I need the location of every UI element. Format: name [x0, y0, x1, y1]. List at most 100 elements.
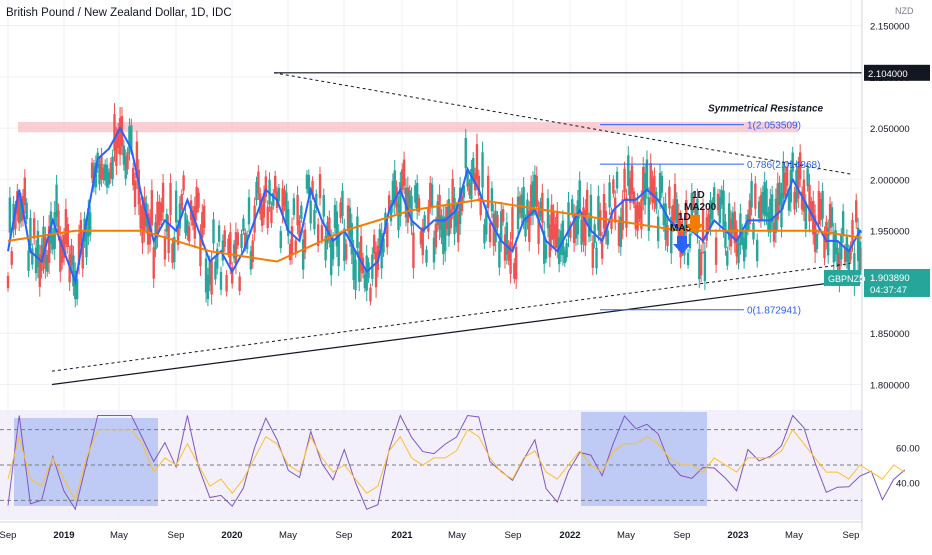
fib-level-label: 1(2.053509) [747, 121, 801, 132]
candle-body [221, 240, 225, 261]
resistance-zone [18, 122, 798, 133]
candle-body [643, 172, 647, 205]
candle-body [391, 180, 395, 206]
candle-body [307, 175, 311, 195]
candle-body [529, 184, 533, 216]
candle-body [171, 243, 174, 263]
candle-body [580, 219, 583, 245]
candle-body [483, 224, 486, 244]
candle-body [475, 144, 479, 180]
candle-body [425, 249, 428, 263]
candle-body [107, 172, 111, 185]
candle-body [102, 167, 105, 180]
resistance-price-text: 2.104000 [868, 69, 908, 80]
candle-body [778, 182, 781, 206]
candle-body [415, 182, 419, 212]
candle-body [204, 258, 208, 293]
candle-body [464, 137, 467, 169]
candle-body [765, 188, 768, 217]
candle-body [490, 188, 494, 212]
candle-body [574, 213, 578, 239]
symbol-tag [824, 269, 860, 286]
candle-body [100, 154, 103, 180]
candle-body [290, 226, 294, 256]
candle-body [283, 190, 286, 207]
candle-body [139, 204, 142, 229]
candle-body [363, 274, 367, 289]
candle-body [533, 174, 537, 207]
candle-body [720, 189, 723, 205]
y-tick-label: 2.150000 [870, 22, 910, 33]
candle-body [438, 194, 441, 230]
candle-body [460, 196, 464, 212]
candle-body [843, 248, 847, 263]
candle-body [374, 251, 378, 288]
candle-body [94, 162, 98, 188]
candle-body [242, 218, 245, 232]
candle-body [481, 152, 484, 188]
candle-body [655, 192, 658, 209]
candle-body [77, 233, 81, 265]
candle-body [126, 152, 129, 170]
candle-body [266, 206, 269, 229]
candle-body [216, 248, 219, 269]
candle-body [522, 186, 525, 220]
candle-body [335, 211, 339, 247]
candle-body [412, 232, 415, 269]
candle-body [244, 232, 247, 248]
candle-body [537, 210, 540, 245]
candle-body [402, 159, 406, 186]
candle-body [23, 177, 27, 206]
candle-body [642, 166, 645, 201]
candle-body [759, 195, 763, 221]
candle-body [806, 168, 809, 187]
candle-body [333, 204, 337, 229]
candle-body [389, 204, 393, 222]
candle-body [201, 211, 204, 238]
candle-body [240, 233, 243, 249]
candle-body [798, 152, 802, 180]
candle-body [217, 225, 221, 242]
candle-body [651, 177, 654, 203]
candle-body [701, 208, 705, 244]
candle-body [32, 218, 36, 239]
candle-body [18, 197, 21, 224]
candle-body [229, 232, 232, 265]
candle-body [74, 270, 77, 299]
candle-body [55, 184, 58, 218]
ma200-label-line2: MA200 [684, 202, 717, 213]
candle-body [406, 187, 410, 223]
candle-body [578, 180, 581, 211]
candle-body [113, 114, 116, 151]
candle-body [130, 125, 133, 149]
candle-body [219, 271, 223, 290]
candle-body [470, 168, 473, 200]
candle-body [528, 210, 531, 242]
x-tick-label: May [279, 530, 297, 541]
candle-body [498, 241, 501, 268]
candle-body [208, 262, 211, 285]
candle-body [688, 233, 692, 249]
candle-body [832, 231, 836, 263]
candle-body [31, 248, 34, 265]
ma200-line [7, 198, 883, 263]
candle-body [634, 204, 637, 230]
candle-body [640, 199, 643, 230]
ma50-label-line1: 1D [678, 212, 691, 223]
candle-body [29, 217, 32, 246]
descending-trendline [273, 72, 853, 175]
candle-body [90, 162, 94, 179]
candle-body [855, 200, 858, 223]
candle-body [784, 172, 787, 196]
candle-body [685, 200, 688, 233]
candle-body [511, 207, 514, 240]
candle-body [455, 208, 458, 227]
candle-body [331, 238, 335, 260]
candle-body [288, 243, 292, 261]
candle-body [46, 255, 49, 272]
candle-body [496, 214, 499, 228]
candle-body [251, 240, 254, 263]
candle-body [744, 222, 748, 250]
candle-body [393, 170, 396, 205]
